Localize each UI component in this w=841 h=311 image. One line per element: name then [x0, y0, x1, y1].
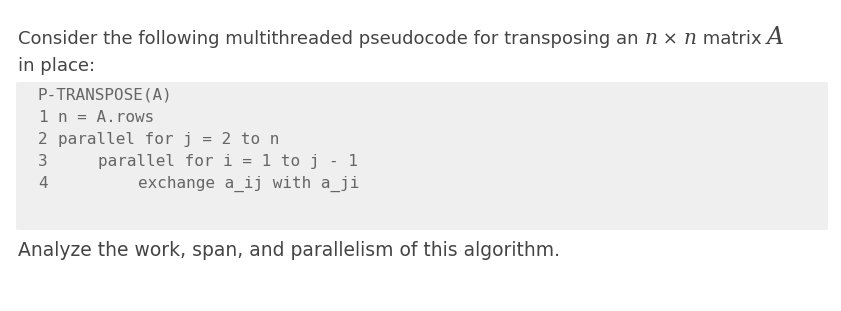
Text: 1: 1 — [38, 110, 48, 125]
FancyBboxPatch shape — [16, 82, 828, 230]
Text: 3: 3 — [38, 154, 48, 169]
Text: n: n — [684, 29, 697, 48]
Text: n = A.rows: n = A.rows — [58, 110, 154, 125]
Text: parallel for j = 2 to n: parallel for j = 2 to n — [58, 132, 279, 147]
Text: in place:: in place: — [18, 57, 95, 75]
Text: 4: 4 — [38, 176, 48, 191]
Text: Consider the following multithreaded pseudocode for transposing an: Consider the following multithreaded pse… — [18, 30, 644, 48]
Text: n: n — [644, 29, 658, 48]
Text: exchange a_ij with a_ji: exchange a_ij with a_ji — [138, 176, 359, 192]
Text: matrix: matrix — [697, 30, 767, 48]
Text: 2: 2 — [38, 132, 48, 147]
Text: Analyze the work, span, and parallelism of this algorithm.: Analyze the work, span, and parallelism … — [18, 241, 560, 260]
Text: parallel for i = 1 to j - 1: parallel for i = 1 to j - 1 — [98, 154, 358, 169]
Text: ×: × — [658, 30, 684, 48]
Text: P-TRANSPOSE(A): P-TRANSPOSE(A) — [38, 88, 172, 103]
Text: A: A — [767, 26, 785, 49]
